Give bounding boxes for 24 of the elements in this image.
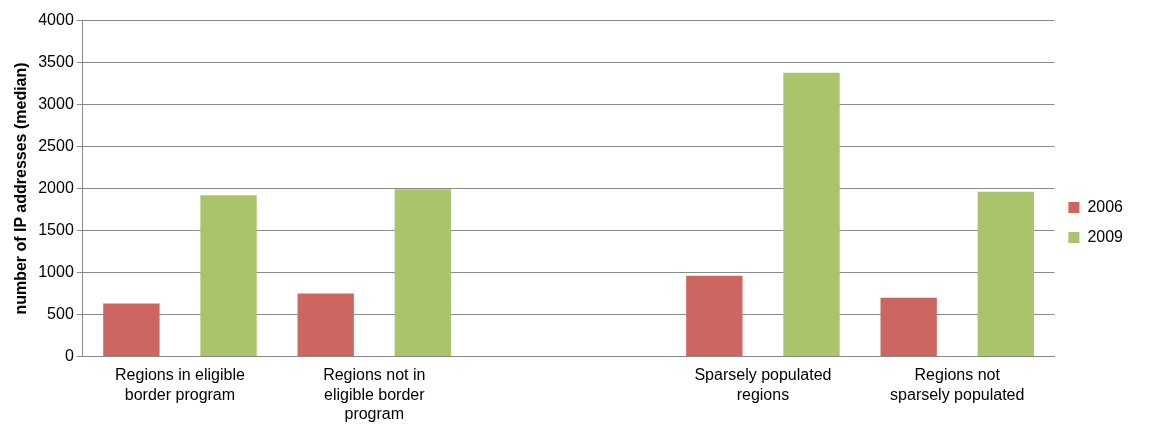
x-tick-label: Regions not sparsely populated: [890, 366, 1025, 403]
bar: [297, 293, 354, 356]
y-tick-label: 3000: [38, 94, 74, 112]
y-axis-title: number of IP addresses (median): [12, 62, 30, 315]
y-tick-label: 2000: [38, 178, 74, 196]
bar: [200, 195, 257, 356]
y-tick-label: 0: [64, 346, 74, 364]
x-tick-label: Sparsely populated regions: [694, 366, 832, 403]
bar: [977, 191, 1034, 356]
x-tick-label: Regions not in eligible border program: [323, 366, 426, 422]
bar: [686, 275, 743, 356]
y-tick-label: 2500: [38, 136, 74, 154]
bar: [783, 72, 840, 356]
y-tick-label: 1500: [38, 220, 74, 238]
y-tick-label: 4000: [38, 11, 74, 29]
y-tick-label: 3500: [38, 52, 74, 70]
x-tick-label: Regions in eligible border program: [115, 366, 245, 403]
bar: [394, 189, 452, 356]
y-tick-label: 1000: [38, 262, 74, 280]
legend-label: 2006: [1087, 197, 1124, 215]
legend-label: 2009: [1087, 227, 1124, 245]
bar: [103, 303, 160, 356]
bar: [880, 297, 937, 356]
y-tick-label: 500: [47, 304, 74, 322]
